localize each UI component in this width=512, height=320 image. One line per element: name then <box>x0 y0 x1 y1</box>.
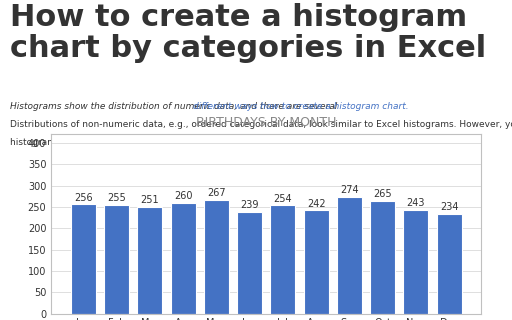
Bar <box>137 206 162 314</box>
Bar <box>403 210 429 314</box>
Text: 267: 267 <box>207 188 226 198</box>
Bar <box>71 204 96 314</box>
Text: 251: 251 <box>140 195 159 205</box>
Bar <box>237 212 262 314</box>
Text: 274: 274 <box>340 185 359 195</box>
Text: 265: 265 <box>373 189 392 199</box>
Text: Histograms show the distribution of numeric data, and there are several: Histograms show the distribution of nume… <box>10 102 340 111</box>
Text: different ways how to create a histogram chart.: different ways how to create a histogram… <box>193 102 409 111</box>
Text: BIRTHDAYS BY MONTH: BIRTHDAYS BY MONTH <box>196 116 336 129</box>
Bar <box>304 210 329 314</box>
Text: 260: 260 <box>174 191 193 201</box>
Text: How to create a histogram
chart by categories in Excel: How to create a histogram chart by categ… <box>10 3 486 63</box>
Text: 255: 255 <box>107 193 126 203</box>
Bar <box>104 205 129 314</box>
Text: 243: 243 <box>407 198 425 208</box>
Text: histogram tools and need to reorder the categories and compute frequencies to bu: histogram tools and need to reorder the … <box>10 138 457 147</box>
Bar <box>337 197 362 314</box>
Text: 242: 242 <box>307 199 326 209</box>
Bar <box>370 201 395 314</box>
Bar <box>170 203 196 314</box>
Bar <box>270 205 295 314</box>
Bar <box>437 214 462 314</box>
Bar <box>204 200 229 314</box>
Text: 256: 256 <box>74 193 93 203</box>
Text: Distributions of non-numeric data, e.g., ordered categorical data, look similar : Distributions of non-numeric data, e.g.,… <box>10 120 512 129</box>
Text: 254: 254 <box>273 194 292 204</box>
Text: 234: 234 <box>440 202 459 212</box>
Text: 239: 239 <box>240 200 259 210</box>
